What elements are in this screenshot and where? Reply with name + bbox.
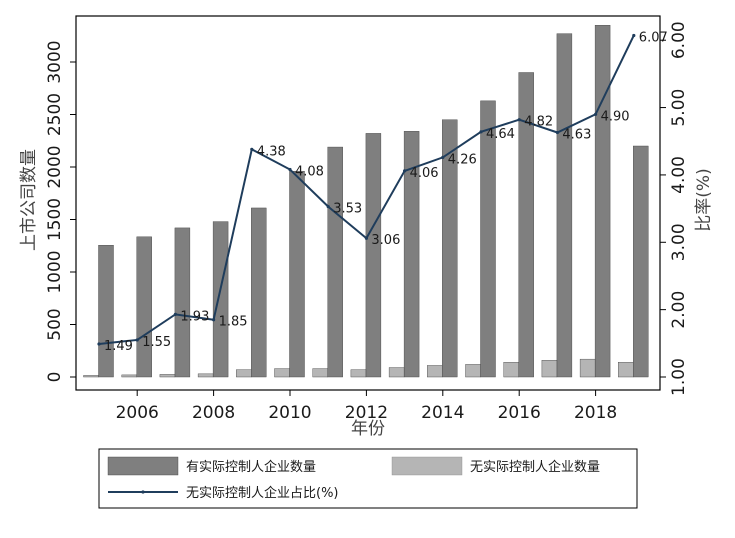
y-tick-label-0: 0 [45, 372, 65, 383]
ratio-label-2018: 4.90 [601, 109, 630, 124]
x-tick-label-2016: 2016 [498, 403, 541, 423]
bar-uncontrolled-2015 [465, 364, 481, 378]
y2-tick-label-4.00: 4.00 [669, 156, 689, 194]
bar-controlled-2008 [212, 221, 229, 378]
ratio-point-2010 [288, 167, 292, 172]
y-axis-title: 上市公司数量 [19, 149, 39, 251]
y-tick-label-1000: 1000 [45, 250, 65, 293]
line-series-group: 1.49 1.55 1.93 1.85 4.38 4.08 3.53 3.06 4.06 4.26… [97, 30, 668, 354]
y-tick-label-500: 500 [45, 308, 65, 340]
y2-axis-title: 比率(%) [694, 168, 714, 231]
bar-controlled-2015 [480, 100, 496, 378]
ratio-point-2017 [555, 130, 560, 135]
y2-tick-label-6.00: 6.00 [669, 21, 689, 59]
bar-uncontrolled-2013 [388, 367, 405, 378]
y-tick-label-2000: 2000 [45, 145, 65, 188]
ratio-point-2016 [517, 118, 521, 122]
ratio-label-2011: 3.53 [333, 202, 362, 217]
bar-uncontrolled-2014 [427, 365, 443, 378]
y-tick-label-2500: 2500 [45, 93, 65, 136]
legend-label-ratio: 无实际控制人企业占比(%) [186, 485, 339, 501]
bar-uncontrolled-2005 [83, 375, 99, 378]
legend-swatch-uncontrolled [391, 456, 463, 476]
ratio-label-2005: 1.49 [104, 339, 133, 354]
ratio-point-2009 [250, 147, 254, 151]
x-tick-label-2010: 2010 [268, 403, 311, 423]
bar-uncontrolled-2010 [274, 368, 290, 378]
ratio-label-2009: 4.38 [257, 144, 286, 159]
legend-label-controlled: 有实际控制人企业数量 [186, 459, 316, 475]
bar-controlled-2007 [174, 227, 191, 378]
x-tick-label-2006: 2006 [116, 403, 159, 423]
bar-controlled-2006 [136, 236, 152, 378]
legend-marker-ratio [141, 490, 145, 494]
ratio-point-2019 [632, 33, 636, 38]
legend-swatch-controlled [107, 456, 179, 476]
y2-tick-label-5.00: 5.00 [669, 89, 689, 127]
y-tick-label-1500: 1500 [45, 198, 65, 241]
x-tick-label-2014: 2014 [421, 403, 464, 423]
legend-label-uncontrolled: 无实际控制人企业数量 [470, 459, 600, 475]
ratio-point-2015 [479, 130, 483, 134]
bar-controlled-2013 [403, 131, 420, 378]
ratio-label-2010: 4.08 [295, 165, 324, 180]
y-tick-label-3000: 3000 [45, 40, 65, 83]
ratio-point-2018 [594, 112, 598, 116]
x-tick-label-2008: 2008 [192, 403, 235, 423]
y2-tick-label-3.00: 3.00 [669, 223, 689, 261]
x-tick-label-2012: 2012 [345, 403, 388, 423]
bar-controlled-2014 [442, 119, 458, 378]
bar-controlled-2005 [98, 245, 114, 378]
ratio-label-2007: 1.93 [180, 309, 209, 324]
ratio-point-2011 [326, 204, 330, 209]
ratio-point-2014 [441, 155, 445, 160]
bar-controlled-2017 [556, 33, 573, 378]
bar-uncontrolled-2009 [236, 369, 252, 378]
bar-controlled-2011 [327, 146, 343, 378]
bar-uncontrolled-2019 [618, 362, 634, 378]
ratio-point-2005 [97, 342, 101, 346]
bar-uncontrolled-2007 [159, 374, 176, 378]
bar-controlled-2019 [633, 145, 649, 378]
x-tick-label-2018: 2018 [574, 403, 617, 423]
bar-controlled-2009 [251, 207, 267, 378]
y2-tick-label-2.00: 2.00 [669, 291, 689, 329]
bar-uncontrolled-2012 [350, 369, 367, 378]
ratio-label-2014: 4.26 [448, 152, 477, 167]
axes-group: 0 500 1000 1500 2000 2500 3000 1.00 2.00 3.00 4.00… [19, 21, 714, 439]
ratio-label-2008: 1.85 [219, 315, 248, 330]
bar-uncontrolled-2018 [579, 358, 596, 378]
ratio-label-2006: 1.55 [142, 335, 171, 350]
ratio-point-2006 [135, 338, 139, 342]
ratio-point-2007 [173, 312, 177, 316]
bar-uncontrolled-2016 [503, 362, 519, 378]
ratio-point-2008 [212, 318, 216, 322]
ratio-label-2017: 4.63 [562, 127, 591, 142]
bar-controlled-2010 [289, 170, 305, 378]
bar-uncontrolled-2017 [541, 360, 558, 378]
ratio-label-2012: 3.06 [371, 233, 400, 248]
bar-series-group [83, 25, 649, 378]
ratio-label-2013: 4.06 [410, 166, 439, 181]
bar-controlled-2012 [365, 133, 382, 378]
bar-uncontrolled-2008 [197, 373, 214, 378]
ratio-point-2013 [403, 169, 407, 173]
legend-box [98, 448, 638, 509]
bar-controlled-2018 [594, 25, 611, 378]
ratio-label-2019: 6.07 [639, 30, 668, 45]
y2-tick-label-1.00: 1.00 [669, 358, 689, 396]
ratio-point-2012 [364, 236, 368, 240]
bar-uncontrolled-2006 [121, 374, 137, 378]
bar-uncontrolled-2011 [312, 368, 328, 378]
x-axis-title: 年份 [351, 419, 385, 439]
ratio-label-2015: 4.64 [486, 127, 515, 142]
bar-controlled-2016 [518, 72, 534, 378]
ratio-label-2016: 4.82 [524, 115, 553, 130]
